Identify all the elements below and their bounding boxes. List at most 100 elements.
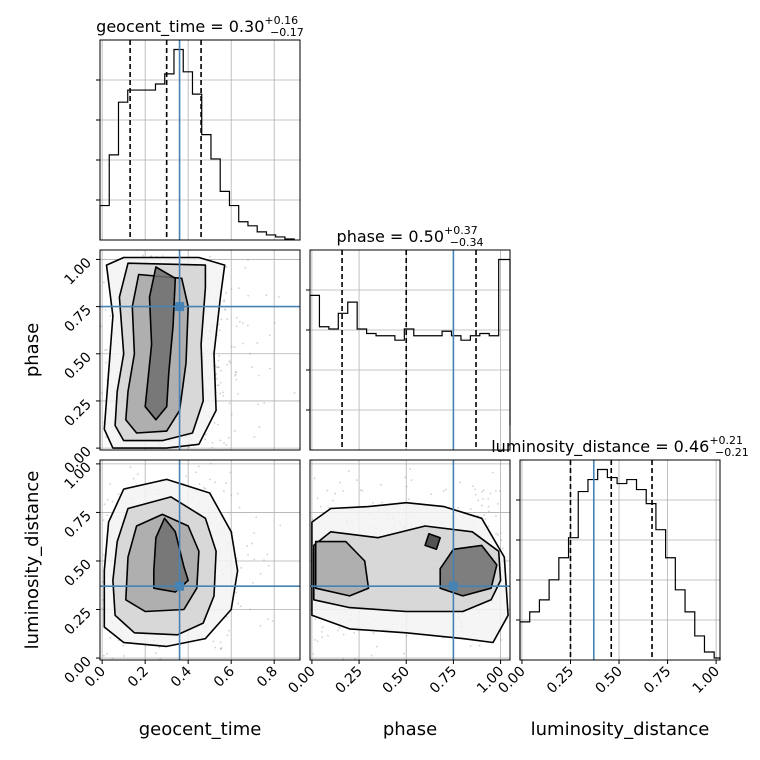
sample-point — [215, 366, 218, 369]
sample-point — [370, 654, 373, 657]
sample-point — [267, 618, 269, 620]
sample-point — [203, 486, 205, 489]
sample-point — [225, 292, 228, 294]
contour-level-4 — [144, 266, 177, 421]
x-tick-label: 0.2 — [125, 664, 152, 691]
sample-point — [237, 602, 239, 605]
y-tick-label: 0.25 — [61, 605, 94, 638]
sample-point — [64, 604, 66, 606]
sample-point — [379, 483, 382, 486]
sample-point — [500, 539, 503, 541]
x-axis-label-geocent_time: geocent_time — [139, 719, 262, 740]
panel-frame — [99, 459, 301, 661]
sample-point — [313, 477, 316, 480]
panel-luminosity_distance_vs_phase — [309, 459, 511, 666]
sample-point — [469, 507, 472, 510]
sample-point — [93, 499, 95, 501]
x-tick-label: 0.25 — [333, 664, 366, 697]
sample-point — [314, 639, 317, 641]
sample-point — [217, 359, 220, 362]
x-axis-label-phase: phase — [383, 719, 437, 740]
sample-point — [93, 417, 95, 419]
sample-point — [247, 259, 249, 262]
sample-point — [489, 492, 492, 495]
sample-point — [217, 366, 220, 369]
x-tick-label: 0.75 — [641, 664, 674, 697]
sample-point — [381, 501, 383, 504]
sample-point — [249, 608, 252, 611]
sample-point — [259, 572, 262, 575]
sample-point — [342, 489, 345, 492]
sample-point — [86, 334, 88, 336]
sample-point — [223, 299, 225, 301]
sample-point — [97, 534, 99, 536]
sample-point — [214, 481, 216, 484]
sample-point — [225, 482, 228, 484]
sample-point — [359, 489, 362, 491]
sample-point — [245, 665, 247, 667]
sample-point — [105, 361, 108, 364]
sample-point — [472, 485, 475, 488]
sample-point — [235, 591, 238, 594]
sample-point — [342, 633, 345, 636]
sample-point — [233, 430, 236, 432]
sample-point — [495, 515, 497, 518]
sample-point — [228, 402, 231, 405]
sample-point — [218, 355, 221, 357]
sample-point — [442, 490, 445, 492]
sample-point — [409, 468, 411, 470]
sample-point — [222, 391, 224, 394]
sample-point — [158, 646, 161, 649]
sample-point — [253, 532, 256, 535]
sample-point — [279, 524, 282, 527]
sample-point — [226, 318, 229, 321]
sample-point — [240, 566, 243, 569]
sample-point — [95, 261, 97, 263]
sample-point — [217, 366, 220, 368]
sample-point — [347, 470, 350, 473]
sample-point — [371, 501, 374, 504]
sample-point — [396, 664, 398, 666]
sample-point — [225, 266, 228, 268]
sample-point — [98, 581, 100, 583]
sample-point — [175, 661, 177, 663]
sample-point — [236, 492, 239, 495]
sample-point — [177, 702, 179, 704]
sample-point — [487, 497, 490, 500]
histogram-title-phase: phase = 0.50+0.37 −0.34 — [337, 224, 484, 249]
sample-point — [233, 346, 236, 349]
sample-point — [499, 490, 501, 492]
sample-point — [246, 324, 249, 327]
sample-point — [209, 462, 212, 465]
sample-point — [488, 510, 491, 513]
sample-point — [227, 437, 230, 439]
sample-point — [109, 314, 112, 317]
sample-point — [84, 547, 86, 549]
panel-frame — [99, 39, 301, 241]
sample-point — [481, 490, 483, 493]
x-axis-label-luminosity_distance: luminosity_distance — [531, 719, 710, 740]
sample-point — [234, 374, 237, 377]
sample-point — [230, 345, 233, 348]
sample-point — [132, 477, 135, 480]
sample-point — [209, 255, 211, 258]
sample-point — [256, 342, 259, 344]
sample-point — [430, 493, 433, 495]
sample-point — [33, 434, 35, 436]
sample-point — [73, 558, 75, 560]
sample-point — [51, 615, 53, 617]
panel-content — [33, 250, 300, 450]
sample-point — [104, 349, 106, 352]
sample-point — [217, 384, 220, 387]
sample-point — [263, 402, 266, 404]
sample-point — [332, 499, 334, 502]
sample-point — [405, 485, 408, 488]
sample-point — [238, 287, 240, 289]
sample-point — [223, 300, 225, 303]
sample-point — [477, 499, 480, 502]
sample-point — [97, 265, 99, 267]
sample-point — [311, 518, 314, 521]
sample-point — [163, 679, 165, 681]
truth-marker — [175, 581, 185, 591]
sample-point — [222, 395, 225, 397]
